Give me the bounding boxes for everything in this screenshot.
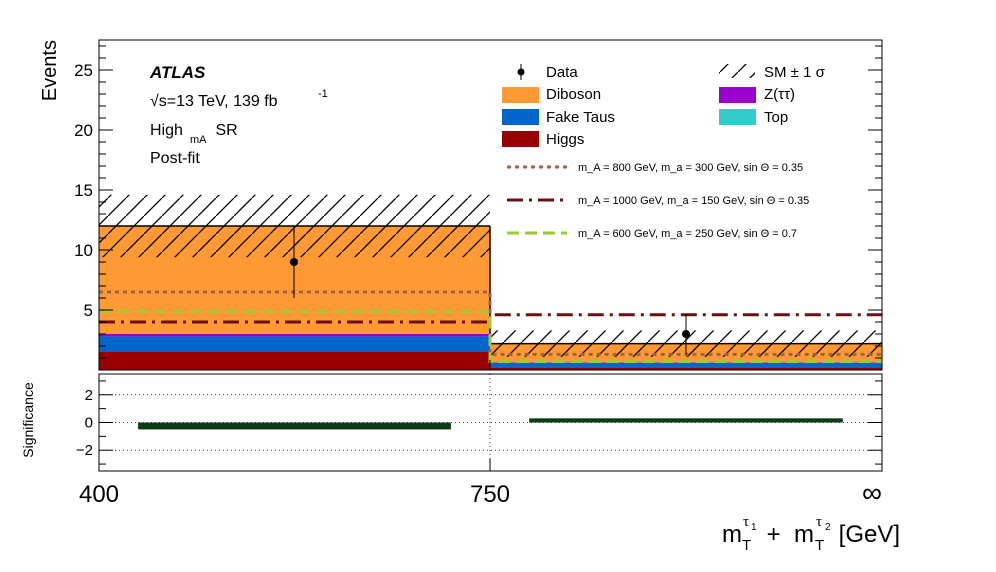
svg-text:1: 1	[751, 522, 757, 533]
svg-text:m_A = 600 GeV, m_a = 250 GeV,: m_A = 600 GeV, m_a = 250 GeV, sin Θ = 0.…	[578, 228, 797, 240]
svg-text:Higgs: Higgs	[546, 131, 584, 148]
svg-text:High: High	[150, 122, 183, 139]
legend-entry-data: Data	[517, 64, 578, 81]
svg-text:m_A = 1000 GeV, m_a = 150 GeV,: m_A = 1000 GeV, m_a = 150 GeV, sin Θ = 0…	[578, 195, 809, 207]
fit-label: Post-fit	[150, 150, 200, 167]
energy-label: √s=13 TeV, 139 fb -1	[150, 88, 328, 110]
svg-text:Fake Taus: Fake Taus	[546, 109, 615, 126]
sig-y-tick-label: 2	[85, 387, 93, 404]
legend-entry-sm: SM ± 1 σ	[719, 64, 826, 81]
svg-text:Top: Top	[764, 109, 788, 126]
legend-entry-diboson: Diboson	[502, 86, 601, 103]
significance-axis-label: Significance	[20, 382, 36, 458]
svg-text:T: T	[742, 537, 751, 554]
legend-entry-signal-3: m_A = 600 GeV, m_a = 250 GeV, sin Θ = 0.…	[507, 228, 797, 240]
legend-entry-top: Top	[719, 109, 788, 126]
svg-text:T: T	[815, 537, 824, 554]
data-point	[290, 258, 298, 266]
y-tick-label: 20	[74, 121, 93, 140]
sig-y-tick-label: −2	[76, 442, 93, 459]
data-point	[682, 330, 690, 338]
x-tick-label: 750	[470, 481, 510, 508]
signal-line-3	[99, 309, 882, 364]
svg-text:[GeV]: [GeV]	[832, 521, 900, 548]
stack-bar-higgs	[490, 367, 882, 370]
stack-bar-z	[99, 334, 490, 337]
stack-bar-faketaus	[99, 336, 490, 352]
x-tick-label: ∞	[862, 477, 882, 508]
svg-text:+: +	[760, 521, 787, 548]
svg-text:SM ± 1 σ: SM ± 1 σ	[764, 64, 826, 81]
bottom-axis-ticks: −2 0 2	[76, 380, 883, 471]
atlas-label: ATLAS	[149, 63, 206, 82]
y-tick-label: 25	[74, 61, 93, 80]
stack-bar-higgs	[99, 352, 490, 370]
svg-text:Data: Data	[546, 64, 578, 81]
svg-text:m_A = 800 GeV, m_a = 300 GeV,: m_A = 800 GeV, m_a = 300 GeV, sin Θ = 0.…	[578, 162, 803, 174]
stack-bar-faketaus	[490, 362, 882, 368]
svg-text:m: m	[794, 521, 814, 548]
x-tick-label: 400	[79, 481, 119, 508]
legend-entry-higgs: Higgs	[502, 131, 584, 148]
legend: Data SM ± 1 σ Diboson Z(ττ) Fake Taus To…	[502, 64, 826, 240]
x-axis-label: m T τ 1 + m T τ 2 [GeV]	[722, 514, 900, 554]
significance-bars	[138, 418, 843, 430]
y-axis-label: Events	[39, 40, 61, 101]
top-axis-ticks: 5 10 15 20 25	[74, 45, 883, 370]
svg-text:m: m	[722, 521, 742, 548]
significance-bar	[529, 418, 843, 423]
svg-text:τ: τ	[743, 514, 749, 530]
legend-entry-signal-1: m_A = 800 GeV, m_a = 300 GeV, sin Θ = 0.…	[507, 162, 803, 174]
svg-text:τ: τ	[816, 514, 822, 530]
legend-entry-ztt: Z(ττ)	[719, 86, 795, 103]
y-tick-label: 10	[74, 241, 93, 260]
svg-text:Z(ττ): Z(ττ)	[764, 86, 795, 103]
data-points	[290, 226, 690, 355]
y-tick-label: 15	[74, 181, 93, 200]
region-label: High mA SR	[150, 122, 238, 146]
y-tick-label: 5	[84, 301, 93, 320]
svg-text:Diboson: Diboson	[546, 86, 601, 103]
significance-bar	[138, 422, 451, 430]
legend-entry-signal-2: m_A = 1000 GeV, m_a = 150 GeV, sin Θ = 0…	[507, 195, 809, 207]
svg-text:-1: -1	[318, 88, 328, 100]
svg-text:mA: mA	[190, 134, 207, 146]
svg-text:SR: SR	[211, 122, 238, 139]
sig-y-tick-label: 0	[85, 415, 93, 432]
legend-entry-fake-taus: Fake Taus	[502, 109, 615, 126]
svg-text:√s=13 TeV, 139 fb: √s=13 TeV, 139 fb	[150, 93, 278, 110]
svg-text:2: 2	[825, 522, 831, 533]
